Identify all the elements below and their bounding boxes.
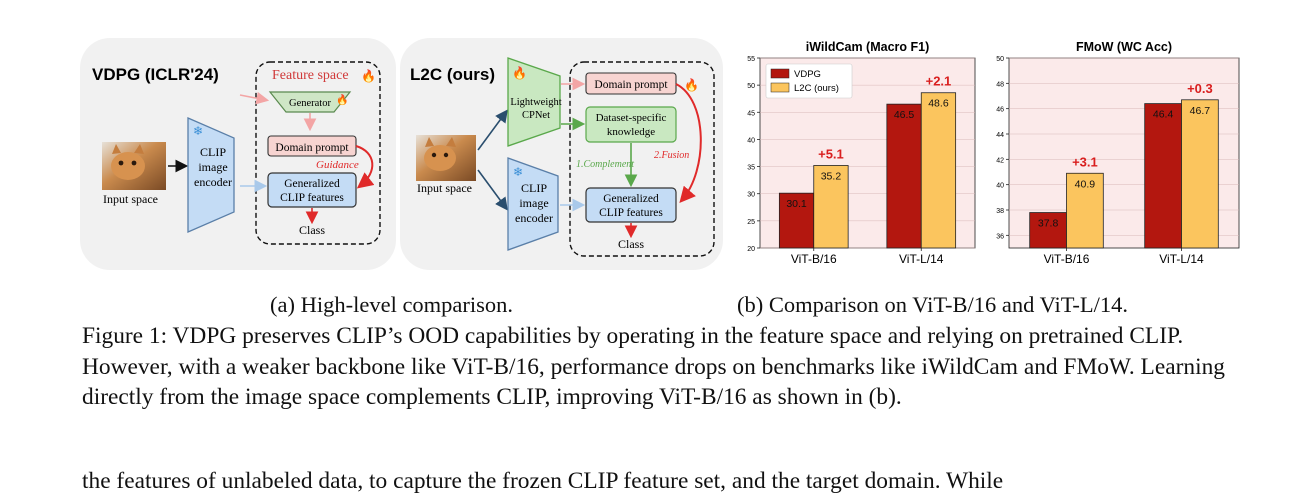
l2c-title: L2C (ours) xyxy=(410,65,495,84)
vdpg-guidance-label: Guidance xyxy=(316,159,359,171)
l2c-cpnet-label-1: Lightweight xyxy=(510,97,561,108)
fmow-xtick-label: ViT-L/14 xyxy=(1159,252,1204,266)
vdpg-generator-label: Generator xyxy=(289,98,331,109)
l2c-dataset-label-1: Dataset-specific xyxy=(596,112,667,124)
fmow-ytick-label: 46 xyxy=(996,107,1004,114)
fmow-gain-label: +0.3 xyxy=(1187,81,1213,96)
iwildcam-legend-label: VDPG xyxy=(794,69,821,80)
iwildcam-legend-label: L2C (ours) xyxy=(794,83,839,94)
l2c-generalized-features xyxy=(585,187,677,223)
l2c-clip-label-2: image xyxy=(519,196,548,210)
vdpg-generalized-label-1: Generalized xyxy=(284,178,340,190)
chart-b: iWildCam (Macro F1) 20 25 30 35 40 45 50 55 ViT-B… xyxy=(747,40,1240,266)
fmow-bar-value: 46.7 xyxy=(1190,105,1211,117)
fmow-ytick-label: 44 xyxy=(996,132,1004,139)
l2c-cpnet-label-2: CPNet xyxy=(522,110,550,121)
iwildcam-title: iWildCam (Macro F1) xyxy=(806,40,930,54)
l2c-clip-label-1: CLIP xyxy=(521,181,547,195)
l2c-generalized-label-2: CLIP features xyxy=(599,207,663,219)
l2c-dataset-knowledge xyxy=(585,106,677,143)
iwildcam-ytick-label: 20 xyxy=(747,246,755,253)
fmow-ytick-label: 50 xyxy=(996,56,1004,63)
l2c-feature-box xyxy=(569,61,715,257)
iwildcam-ytick-label: 30 xyxy=(747,192,755,199)
iwildcam-ytick-label: 40 xyxy=(747,137,755,144)
fmow-ytick-label: 36 xyxy=(996,233,1004,240)
vdpg-clip-label-2: image xyxy=(198,160,227,174)
l2c-complement-label: 1.Complement xyxy=(576,159,634,170)
l2c-class-label: Class xyxy=(618,237,644,251)
iwildcam-ytick-label: 25 xyxy=(747,219,755,226)
l2c-domain-prompt-label: Domain prompt xyxy=(594,79,668,91)
l2c-input-label: Input space xyxy=(417,181,472,195)
vdpg-clip-label-1: CLIP xyxy=(200,145,226,159)
l2c-prompt-fire-icon: 🔥 xyxy=(684,78,699,92)
fmow-bar-value: 37.8 xyxy=(1038,218,1059,230)
fmow-ytick-label: 48 xyxy=(996,81,1004,88)
fmow-bar xyxy=(1066,172,1104,249)
fmow-ytick-label: 42 xyxy=(996,157,1004,164)
iwildcam-ytick-label: 35 xyxy=(747,165,755,172)
fmow-bar-value: 46.4 xyxy=(1153,109,1174,121)
iwildcam-ytick-label: 55 xyxy=(747,56,755,63)
l2c-cpnet xyxy=(507,57,561,147)
vdpg-generalized-features xyxy=(267,172,357,208)
iwildcam-legend-swatch xyxy=(770,82,790,93)
fmow-xtick-label: ViT-B/16 xyxy=(1044,252,1090,266)
fmow-bar xyxy=(1144,103,1182,249)
vdpg-title: VDPG (ICLR'24) xyxy=(92,65,219,84)
diagram-a: VDPG (ICLR'24) Input space ❄ CLIP image … xyxy=(92,57,715,257)
vdpg-clip-encoder xyxy=(187,117,235,233)
iwildcam-bar-value: 48.6 xyxy=(928,98,949,110)
vdpg-generalized-label-2: CLIP features xyxy=(280,192,344,204)
iwildcam-ytick-label: 50 xyxy=(747,83,755,90)
l2c-fusion-label: 2.Fusion xyxy=(654,150,689,161)
vdpg-domain-prompt-label: Domain prompt xyxy=(275,142,349,154)
vdpg-clip-label-3: encoder xyxy=(194,175,232,189)
fmow-title: FMoW (WC Acc) xyxy=(1076,40,1172,54)
iwildcam-xtick-label: ViT-B/16 xyxy=(791,252,837,266)
iwildcam-bar-value: 46.5 xyxy=(894,109,915,121)
fmow-gain-label: +3.1 xyxy=(1072,154,1098,169)
iwildcam-bar xyxy=(813,165,849,249)
fmow-ytick-label: 38 xyxy=(996,208,1004,215)
l2c-clip-encoder xyxy=(507,157,559,251)
iwildcam-bar-value: 35.2 xyxy=(821,170,842,182)
vdpg-feature-space-label: Feature space xyxy=(272,68,349,83)
l2c-snowflake-icon: ❄ xyxy=(513,165,523,179)
fmow-bar xyxy=(1029,212,1067,249)
vdpg-fire-icon: 🔥 xyxy=(361,69,376,83)
fmow-bar-value: 40.9 xyxy=(1075,178,1096,190)
l2c-dataset-label-2: knowledge xyxy=(607,126,655,138)
l2c-cpnet-fire-icon: 🔥 xyxy=(512,66,527,80)
figure-caption: Figure 1: VDPG preserves CLIP’s OOD capa… xyxy=(82,323,1225,410)
vdpg-snowflake-icon: ❄ xyxy=(193,124,203,138)
iwildcam-bar xyxy=(920,92,957,249)
trailing-text: the features of unlabeled data, to captu… xyxy=(82,468,1004,494)
iwildcam-gain-label: +5.1 xyxy=(818,146,844,161)
caption-a: (a) High-level comparison. xyxy=(270,292,514,317)
fmow-bar xyxy=(1181,99,1219,249)
l2c-domain-prompt xyxy=(585,72,677,95)
caption-b: (b) Comparison on ViT-B/16 and ViT-L/14. xyxy=(737,292,1129,317)
vdpg-input-image xyxy=(102,142,166,190)
l2c-input-image xyxy=(416,135,476,181)
iwildcam-legend-swatch xyxy=(770,68,790,79)
fmow-ytick-label: 40 xyxy=(996,183,1004,190)
vdpg-input-label: Input space xyxy=(103,192,158,206)
l2c-clip-label-3: encoder xyxy=(515,211,553,225)
vdpg-feature-space-box xyxy=(255,61,381,245)
iwildcam-gain-label: +2.1 xyxy=(926,74,952,89)
iwildcam-bar xyxy=(778,192,815,249)
vdpg-generator xyxy=(268,91,352,113)
vdpg-generator-fire-icon: 🔥 xyxy=(336,93,348,106)
iwildcam-bar xyxy=(886,103,922,249)
iwildcam-ytick-label: 45 xyxy=(747,110,755,117)
vdpg-class-label: Class xyxy=(299,223,325,237)
iwildcam-bar-value: 30.1 xyxy=(786,198,807,210)
iwildcam-xtick-label: ViT-L/14 xyxy=(899,252,944,266)
l2c-generalized-label-1: Generalized xyxy=(603,193,659,205)
